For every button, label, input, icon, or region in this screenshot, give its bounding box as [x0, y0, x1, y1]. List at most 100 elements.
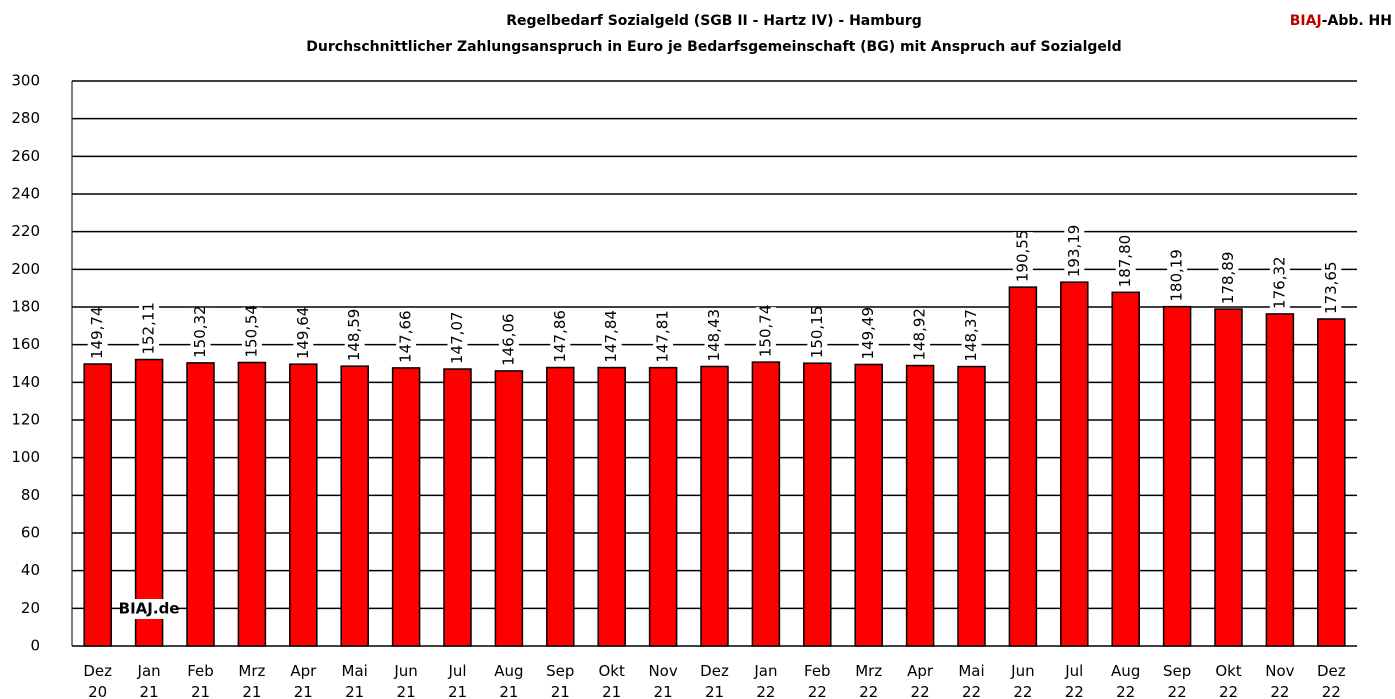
x-tick-label: Mai 22 [958, 662, 984, 699]
x-tick-label: Okt 21 [599, 662, 625, 699]
value-label-bg [498, 315, 519, 366]
x-tick-label: Dez 20 [83, 662, 112, 699]
chart-title: Regelbedarf Sozialgeld (SGB II - Hartz I… [506, 13, 922, 29]
x-tick-line: 20 [88, 683, 107, 699]
value-label-bg [1269, 258, 1290, 309]
value-label: 147,84 [602, 310, 620, 363]
x-tick-line: Dez [1317, 662, 1346, 680]
value-label-bg [653, 312, 674, 363]
x-tick-line: 22 [1219, 683, 1238, 699]
value-label-bg [241, 307, 262, 358]
value-label: 148,59 [345, 309, 363, 362]
x-tick-label: Jun 21 [393, 662, 417, 699]
x-tick-line: Feb [804, 662, 831, 680]
x-tick-label: Apr 22 [907, 662, 934, 699]
bar [597, 366, 626, 647]
x-tick-label: Dez 22 [1317, 662, 1346, 699]
value-label: 150,54 [242, 305, 260, 358]
x-tick-label: Feb 22 [804, 662, 831, 699]
bar [546, 366, 575, 647]
watermark: BIAJ.de [119, 600, 180, 618]
y-tick-label: 20 [21, 599, 40, 617]
bar [1008, 286, 1038, 647]
x-tick-line: Apr [907, 662, 934, 680]
y-tick-label: 80 [21, 486, 40, 504]
x-tick-line: Jan [753, 662, 777, 680]
x-tick-label: Apr 21 [290, 662, 317, 699]
x-tick-line: 21 [397, 683, 416, 699]
value-label: 173,65 [1322, 261, 1340, 314]
x-tick-label: Mrz 21 [238, 662, 265, 699]
x-tick-line: Mrz [238, 662, 265, 680]
x-tick-line: 22 [1116, 683, 1135, 699]
x-tick-line: Okt [1215, 662, 1241, 680]
value-label-bg [1321, 263, 1342, 314]
x-tick-line: 22 [808, 683, 827, 699]
x-tick-line: Sep [1163, 662, 1191, 680]
x-tick-label: Jun 22 [1010, 662, 1034, 699]
bar [443, 368, 472, 647]
bar [905, 364, 935, 647]
x-tick-line: Nov [648, 662, 677, 680]
x-tick-line: Jul [447, 662, 466, 680]
x-tick-line: Dez [83, 662, 112, 680]
x-tick-label: Jan 21 [137, 662, 161, 699]
x-tick-line: 22 [1013, 683, 1032, 699]
x-tick-line: 22 [962, 683, 981, 699]
y-tick-label: 40 [21, 561, 40, 579]
bar [83, 363, 112, 647]
value-label-bg [344, 311, 365, 362]
y-tick-label: 60 [21, 524, 40, 542]
x-tick-line: 22 [1322, 683, 1341, 699]
x-tick-label: Mai 21 [342, 662, 368, 699]
corner-label-part: -Abb. HH [1322, 13, 1392, 29]
x-tick-line: 22 [859, 683, 878, 699]
bar [1162, 305, 1192, 647]
y-tick-label: 100 [11, 448, 40, 466]
value-label-bg [190, 307, 211, 358]
value-label: 176,32 [1270, 256, 1288, 309]
value-label-bg [293, 309, 314, 360]
x-tick-line: 22 [1168, 683, 1187, 699]
value-label-bg [755, 307, 776, 358]
x-tick-label: Dez 21 [700, 662, 729, 699]
bar [1265, 313, 1295, 647]
x-tick-label: Aug 22 [1111, 662, 1140, 699]
x-tick-line: 21 [654, 683, 673, 699]
x-tick-line: 21 [499, 683, 518, 699]
bar [854, 363, 883, 647]
value-label-bg [1167, 251, 1188, 302]
value-label: 193,19 [1065, 225, 1083, 278]
value-label: 149,49 [859, 307, 877, 360]
x-tick-label: Jan 22 [753, 662, 777, 699]
x-tick-line: 21 [345, 683, 364, 699]
value-label-bg [704, 311, 725, 362]
value-label-bg [139, 304, 160, 355]
value-label: 147,81 [654, 310, 672, 363]
x-tick-line: Okt [599, 662, 625, 680]
value-label: 148,43 [705, 309, 723, 362]
x-tick-line: Jan [137, 662, 161, 680]
x-tick-label: Jul 21 [447, 662, 467, 699]
x-tick-line: 21 [242, 683, 261, 699]
chart-subtitle: Durchschnittlicher Zahlungsanspruch in E… [306, 39, 1121, 55]
value-label: 180,19 [1168, 249, 1186, 302]
value-label-bg [1218, 254, 1239, 305]
x-tick-line: Jun [1010, 662, 1034, 680]
corner-label-part: BIAJ [1290, 13, 1322, 29]
value-label: 147,86 [551, 310, 569, 363]
bar [186, 362, 215, 647]
x-tick-label: Aug 21 [494, 662, 523, 699]
y-tick-label: 140 [11, 373, 40, 391]
value-label-bg [910, 310, 931, 361]
y-tick-label: 120 [11, 411, 40, 429]
x-tick-line: Nov [1265, 662, 1294, 680]
y-tick-label: 220 [11, 222, 40, 240]
value-label-bg [1064, 227, 1085, 278]
x-tick-line: Mai [958, 662, 984, 680]
x-tick-line: Mai [342, 662, 368, 680]
bar [289, 363, 318, 647]
bar [700, 365, 729, 647]
x-tick-line: 21 [705, 683, 724, 699]
